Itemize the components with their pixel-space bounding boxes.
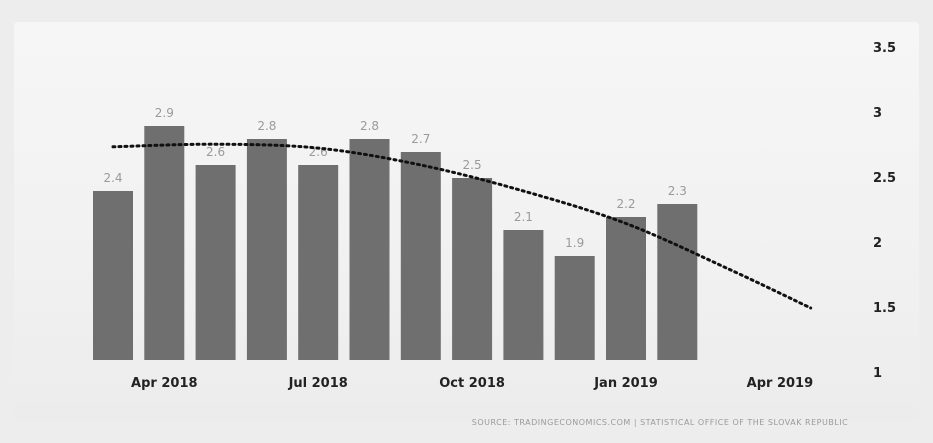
trend-layer: [111, 142, 813, 310]
data-label: 2.5: [463, 158, 482, 172]
data-label: 2.8: [257, 119, 276, 133]
x-tick-label: Apr 2019: [747, 376, 814, 391]
source-note: SOURCE: TRADINGECONOMICS.COM | STATISTIC…: [472, 418, 848, 427]
y-axis: 1 1.5 2 2.5 3 3.5: [873, 41, 896, 381]
y-tick-label: 1: [873, 366, 882, 381]
x-tick-label: Apr 2018: [131, 376, 198, 391]
trend-line: [111, 142, 813, 310]
data-label: 1.9: [565, 236, 584, 250]
data-labels-layer: 2.42.92.62.82.62.82.72.52.11.92.22.3: [103, 106, 686, 250]
bar-jul-2018: [298, 165, 339, 360]
bar-aug-2018: [349, 139, 390, 360]
bar-may-2018: [195, 165, 236, 360]
bar-sep-2018: [400, 152, 441, 360]
bar-dec-2018: [554, 256, 595, 360]
y-tick-label: 3.5: [873, 41, 896, 56]
data-label: 2.3: [668, 184, 687, 198]
data-label: 2.1: [514, 210, 533, 224]
x-tick-label: Jul 2018: [288, 376, 348, 391]
bars-layer: [93, 126, 698, 360]
y-tick-label: 3: [873, 106, 882, 121]
y-tick-label: 2: [873, 236, 882, 251]
bar-oct-2018: [452, 178, 493, 360]
x-tick-label: Oct 2018: [439, 376, 505, 391]
x-axis: Apr 2018 Jul 2018 Oct 2018 Jan 2019 Apr 2019: [131, 376, 813, 391]
bar-feb-2019: [657, 204, 698, 360]
data-label: 2.4: [103, 171, 122, 185]
bar-jan-2019: [606, 217, 646, 360]
y-tick-label: 1.5: [873, 301, 896, 316]
x-tick-label: Jan 2019: [593, 376, 658, 391]
bar-nov-2018: [503, 230, 544, 360]
data-label: 2.7: [411, 132, 430, 146]
y-tick-label: 2.5: [873, 171, 896, 186]
data-label: 2.2: [616, 197, 635, 211]
data-label: 2.6: [206, 145, 225, 159]
data-label: 2.9: [155, 106, 174, 120]
bar-apr-2018: [144, 126, 185, 360]
bar-mar-2018: [93, 191, 133, 360]
bar-jun-2018: [246, 139, 287, 360]
data-label: 2.8: [360, 119, 379, 133]
